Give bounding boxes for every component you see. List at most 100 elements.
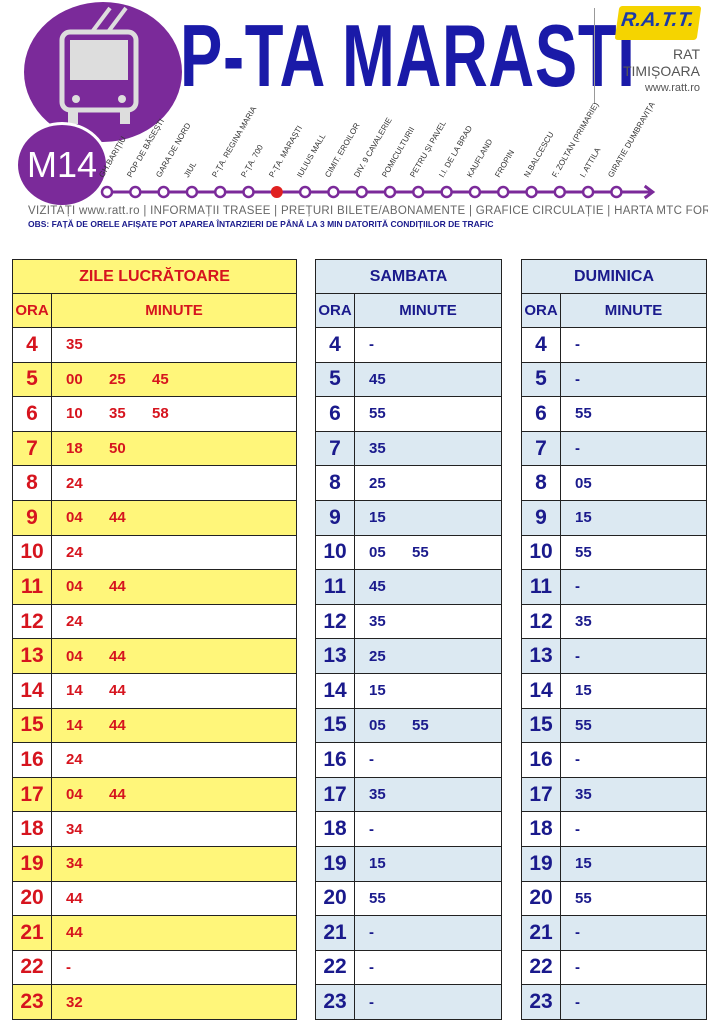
hour-cell: 20 — [315, 880, 355, 917]
stop-marker — [129, 185, 142, 199]
stop-marker — [412, 185, 425, 199]
table-row: 11 04 44 — [12, 569, 297, 605]
departure-minute: 44 — [109, 578, 126, 596]
table-row: 13- — [521, 638, 707, 674]
minutes-cell: 35 — [354, 603, 502, 640]
hour-cell: 8 — [315, 465, 355, 501]
hour-header: ORA — [12, 293, 52, 328]
hour-cell: 18 — [521, 811, 561, 847]
departure-minute: - — [369, 336, 374, 354]
departure-minute: 58 — [152, 405, 169, 423]
table-row: 17 35 — [521, 776, 707, 813]
minutes-cell: 18 50 — [51, 430, 297, 467]
minutes-cell: 45 — [354, 569, 502, 605]
departure-minute: 44 — [109, 647, 126, 665]
hour-cell: 12 — [315, 603, 355, 640]
hour-header: ORA — [521, 293, 561, 328]
departure-minute: 35 — [575, 786, 592, 804]
table-row: 18- — [315, 811, 502, 847]
departure-minute: - — [575, 993, 580, 1011]
operator-website: www.ratt.ro — [644, 82, 700, 94]
route-diagram: GH.BARIȚIU POP DE BĂSEȘTI GARA DE NORD JIUL… — [0, 100, 708, 200]
departure-minute: - — [66, 958, 71, 976]
table-row: 21- — [521, 915, 707, 951]
minutes-cell: 55 — [354, 880, 502, 917]
departure-minute: 35 — [369, 440, 386, 458]
hour-cell: 8 — [521, 465, 561, 501]
hour-cell: 13 — [315, 638, 355, 674]
table-row: 5 00 25 45 — [12, 361, 297, 398]
minutes-cell: 55 — [560, 534, 707, 571]
minutes-cell: 34 — [51, 845, 297, 882]
table-row: 12 24 — [12, 603, 297, 640]
minutes-cell: 55 — [560, 396, 707, 432]
minutes-cell: 35 — [354, 430, 502, 467]
departure-minute: 55 — [575, 405, 592, 423]
table-row: 14 15 — [521, 672, 707, 709]
table-row: 14 14 44 — [12, 672, 297, 709]
departure-minute: 04 — [66, 786, 83, 804]
minutes-cell: 15 — [560, 672, 707, 709]
minutes-cell: 05 55 — [354, 534, 502, 571]
departure-minute: - — [575, 440, 580, 458]
hour-cell: 4 — [521, 327, 561, 363]
departure-minute: 44 — [66, 924, 83, 942]
schedule-sunday: DUMINICA ORA MINUTE 4-5-6 55 7-8 05 9 15 10 55 11-1… — [521, 259, 707, 1020]
departure-minute: 55 — [412, 543, 429, 561]
departure-minute: 55 — [369, 405, 386, 423]
hour-cell: 22 — [12, 949, 52, 986]
departure-minute: 15 — [575, 855, 592, 873]
stop-marker — [525, 185, 538, 199]
hour-cell: 7 — [521, 430, 561, 467]
links-bar[interactable]: VIZITAȚI www.ratt.ro | INFORMAȚII TRASEE… — [28, 205, 708, 217]
departure-minute: 55 — [369, 889, 386, 907]
departure-minute: 24 — [66, 543, 83, 561]
table-row: 7 35 — [315, 430, 502, 467]
schedule-title: SAMBATA — [315, 259, 502, 294]
departure-minute: 24 — [66, 613, 83, 631]
ratt-logo-text: R.A.T.T. — [619, 9, 696, 31]
departure-minute: 15 — [369, 682, 386, 700]
departure-minute: 04 — [66, 509, 83, 527]
departure-minute: 55 — [575, 543, 592, 561]
minutes-cell: - — [354, 984, 502, 1020]
hour-cell: 10 — [315, 534, 355, 571]
stop-marker — [242, 185, 255, 199]
hour-cell: 7 — [315, 430, 355, 467]
traffic-notice: OBS: FAȚĂ DE ORELE AFIȘATE POT APAREA ÎN… — [28, 219, 494, 229]
departure-minute: 45 — [369, 370, 386, 388]
departure-minute: - — [575, 958, 580, 976]
table-row: 12 35 — [315, 603, 502, 640]
hour-cell: 19 — [12, 845, 52, 882]
hour-cell: 5 — [521, 361, 561, 398]
table-row: 4 35 — [12, 327, 297, 363]
minutes-cell: - — [354, 811, 502, 847]
hour-cell: 8 — [12, 465, 52, 501]
operator-city: TIMIȘOARA — [622, 63, 700, 79]
hour-cell: 11 — [315, 569, 355, 605]
minutes-cell: 24 — [51, 465, 297, 501]
schedule-title: ZILE LUCRĂTOARE — [12, 259, 297, 294]
minutes-cell: 44 — [51, 880, 297, 917]
hour-cell: 21 — [315, 915, 355, 951]
stop-marker — [440, 185, 453, 199]
minutes-cell: 34 — [51, 811, 297, 847]
stop-marker — [468, 185, 482, 199]
minutes-cell: - — [560, 915, 707, 951]
table-row: 15 55 — [521, 707, 707, 744]
operator-name: RAT — [673, 46, 700, 62]
departure-minute: 44 — [109, 509, 126, 527]
table-row: 16- — [521, 742, 707, 778]
minutes-cell: - — [560, 949, 707, 986]
departure-minute: 15 — [575, 682, 592, 700]
hour-cell: 18 — [315, 811, 355, 847]
minutes-cell: 35 — [51, 327, 297, 363]
minutes-cell: 55 — [354, 396, 502, 432]
minutes-cell: 05 — [560, 465, 707, 501]
minutes-cell: 14 44 — [51, 672, 297, 709]
minutes-cell: 55 — [560, 880, 707, 917]
schedule-title: DUMINICA — [521, 259, 707, 294]
hour-cell: 16 — [315, 742, 355, 778]
table-row: 20 55 — [315, 880, 502, 917]
departure-minute: 24 — [66, 474, 83, 492]
